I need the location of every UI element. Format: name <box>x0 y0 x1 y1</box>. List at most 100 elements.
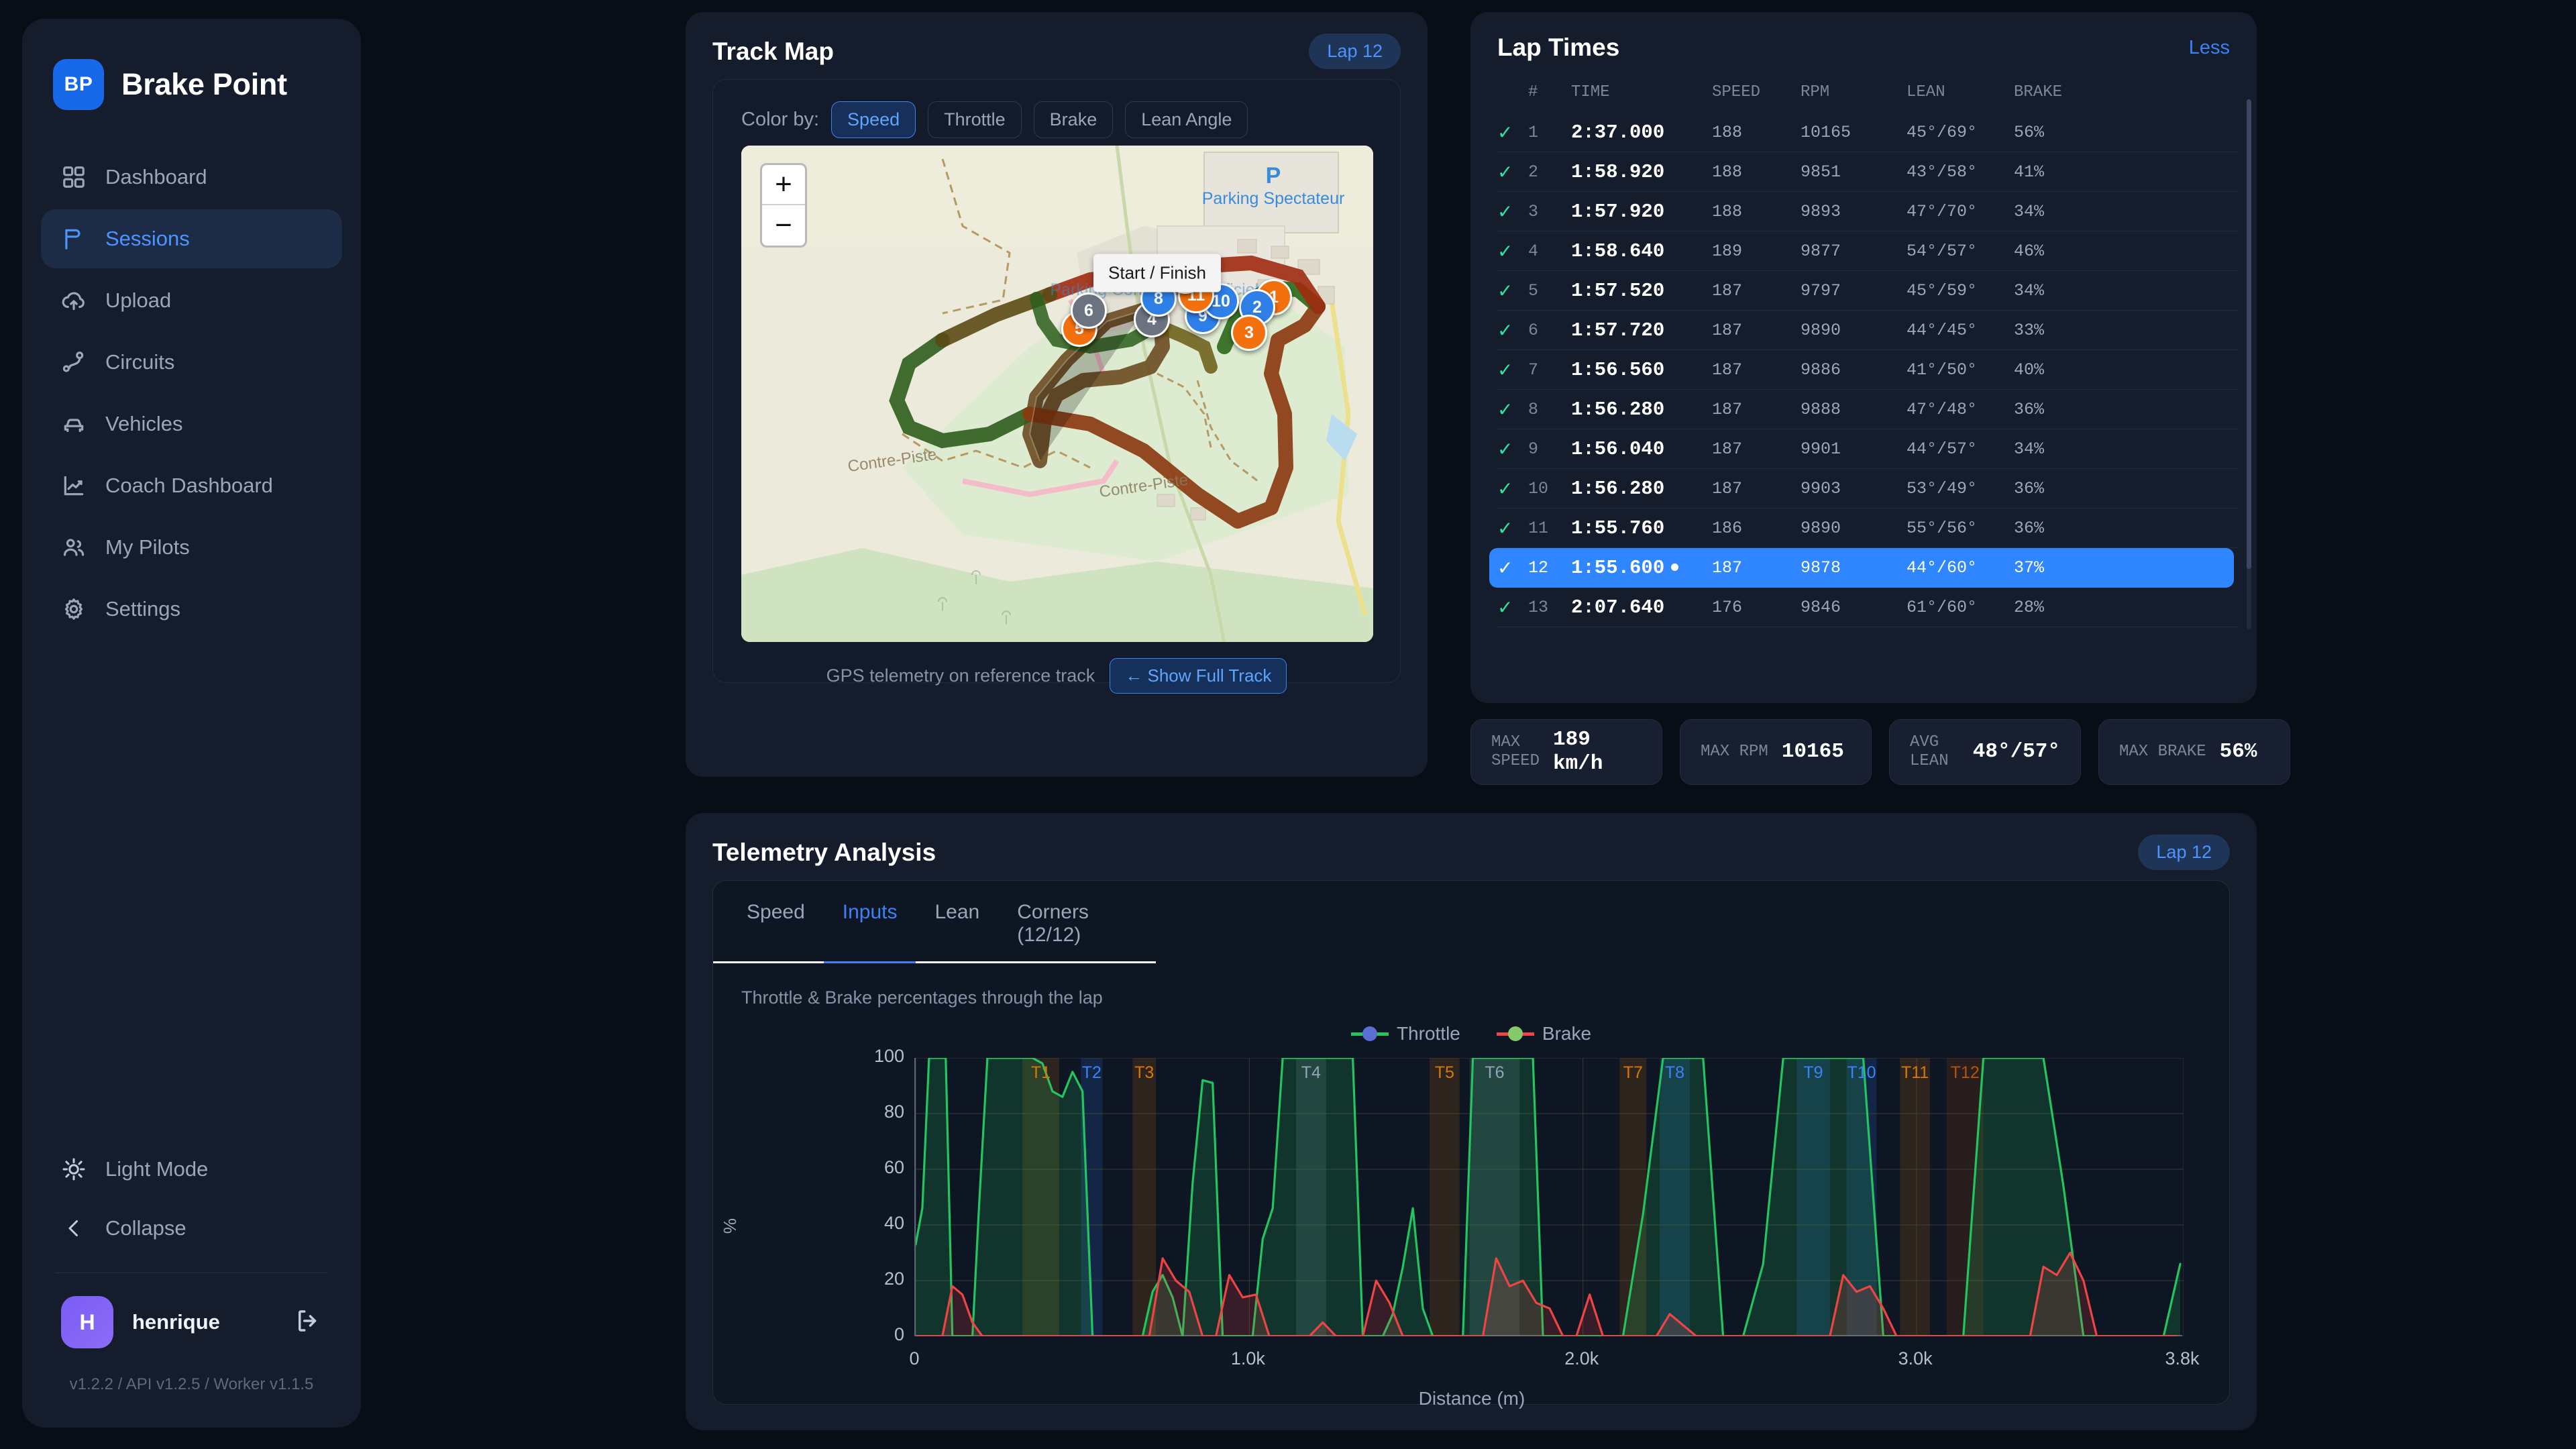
stat-card-max-speed: MAX SPEED 189 km/h <box>1470 719 1662 785</box>
lap-rpm: 9846 <box>1801 597 1841 617</box>
scrollbar-thumb[interactable] <box>2247 99 2251 569</box>
lap-number: 1 <box>1528 122 1539 142</box>
telemetry-lap-badge: Lap 12 <box>2138 835 2230 870</box>
lap-valid-check-icon: ✓ <box>1497 121 1513 143</box>
sidebar-item-vehicles[interactable]: Vehicles <box>41 394 342 453</box>
sidebar-item-sessions[interactable]: Sessions <box>41 209 342 268</box>
legend-item-brake[interactable]: Brake <box>1496 1023 1592 1044</box>
sidebar-nav: Dashboard Sessions Upload Circuits Vehicles C… <box>22 148 361 639</box>
lap-brake: 34% <box>2014 280 2045 301</box>
corner-marker-3[interactable]: 3 <box>1231 315 1267 351</box>
lap-number: 2 <box>1528 162 1539 182</box>
corner-marker-6[interactable]: 6 <box>1071 292 1107 329</box>
table-row[interactable]: ✓ 12 1:55.600 187 9878 44°/60° 37% <box>1489 548 2234 588</box>
x-axis-title: Distance (m) <box>1418 1388 1525 1409</box>
table-row[interactable]: ✓ 8 1:56.280 187 9888 47°/48° 36% <box>1497 390 2238 429</box>
lap-times-toggle[interactable]: Less <box>2188 36 2230 58</box>
lap-rpm: 9888 <box>1801 399 1841 419</box>
table-row[interactable]: ✓ 3 1:57.920 188 9893 47°/70° 34% <box>1497 192 2238 231</box>
corner-label-t12: T12 <box>1950 1063 1980 1082</box>
table-row[interactable]: ✓ 2 1:58.920 188 9851 43°/58° 41% <box>1497 152 2238 192</box>
lap-speed: 187 <box>1712 557 1743 578</box>
users-icon <box>61 535 87 560</box>
legend-item-throttle[interactable]: Throttle <box>1350 1023 1460 1044</box>
start-finish-tooltip: Start / Finish <box>1093 254 1221 292</box>
lap-time: 1:58.920 <box>1571 160 1665 183</box>
lap-speed: 176 <box>1712 597 1743 617</box>
tab-inputs[interactable]: Inputs <box>823 881 916 963</box>
lap-rpm: 9890 <box>1801 518 1841 538</box>
tab-corners-12-12[interactable]: Corners (12/12) <box>1017 901 1089 946</box>
y-tick-label: 20 <box>883 1269 904 1289</box>
zoom-in-button[interactable]: + <box>762 165 805 205</box>
table-row[interactable]: ✓ 7 1:56.560 187 9886 41°/50° 40% <box>1497 350 2238 390</box>
sidebar-item-label: Vehicles <box>105 412 183 435</box>
lap-lean: 45°/69° <box>1907 122 1978 142</box>
theme-toggle-button[interactable]: Light Mode <box>41 1140 342 1199</box>
legend-swatch <box>1350 1026 1389 1041</box>
color-by-toolbar: Color by: Speed Throttle Brake Lean Angle <box>713 80 1400 138</box>
zoom-out-button[interactable]: − <box>775 209 792 241</box>
lap-rpm: 10165 <box>1801 122 1851 142</box>
table-row[interactable]: ✓ 10 1:56.280 187 9903 53°/49° 36% <box>1497 469 2238 508</box>
corner-label-t10: T10 <box>1847 1063 1876 1082</box>
lap-time: 1:56.040 <box>1571 437 1665 460</box>
lap-valid-check-icon: ✓ <box>1497 280 1513 301</box>
sidebar-item-settings[interactable]: Settings <box>41 580 342 639</box>
lap-number: 12 <box>1528 557 1549 578</box>
lap-number: 5 <box>1528 280 1539 301</box>
map-footnote: GPS telemetry on reference track ← Show … <box>713 658 1400 694</box>
map-canvas[interactable]: + − P Parking Spectateur P Parking Concu… <box>741 146 1373 642</box>
sidebar-item-dashboard[interactable]: Dashboard <box>41 148 342 207</box>
sidebar-item-circuits[interactable]: Circuits <box>41 333 342 392</box>
table-row[interactable]: ✓ 6 1:57.720 187 9890 44°/45° 33% <box>1497 311 2238 350</box>
color-by-lean-angle-button[interactable]: Lean Angle <box>1125 101 1248 138</box>
legend-label: Brake <box>1542 1023 1592 1044</box>
lap-times-header: Lap Times Less <box>1470 12 2257 62</box>
lap-number: 10 <box>1528 478 1549 498</box>
poi-parking-spectateur: P Parking Spectateur <box>1202 163 1345 209</box>
collapse-button[interactable]: Collapse <box>41 1199 342 1258</box>
lap-time: 1:56.280 <box>1571 477 1665 500</box>
sidebar-item-upload[interactable]: Upload <box>41 271 342 330</box>
lap-brake: 34% <box>2014 201 2045 221</box>
chart-plot[interactable]: T1 T2 T3 T4 T5 T6 T7 T8 T9 T10 T11 T12 <box>914 1058 2184 1336</box>
table-row[interactable]: ✓ 13 2:07.640 176 9846 61°/60° 28% <box>1497 588 2238 627</box>
lap-brake: 37% <box>2014 557 2045 578</box>
lap-time: 1:57.920 <box>1571 200 1665 223</box>
lap-rpm: 9886 <box>1801 360 1841 380</box>
map-zoom-controls[interactable]: + − <box>760 163 807 248</box>
lap-times-scrollbar[interactable] <box>2247 99 2251 629</box>
chart-svg <box>916 1058 2184 1336</box>
color-by-speed-button[interactable]: Speed <box>831 101 916 138</box>
table-row[interactable]: ✓ 9 1:56.040 187 9901 44°/57° 34% <box>1497 429 2238 469</box>
table-row[interactable]: ✓ 11 1:55.760 186 9890 55°/56° 36% <box>1497 508 2238 548</box>
lap-lean: 47°/48° <box>1907 399 1978 419</box>
lap-lean: 47°/70° <box>1907 201 1978 221</box>
color-by-brake-button[interactable]: Brake <box>1033 101 1114 138</box>
color-by-throttle-button[interactable]: Throttle <box>928 101 1022 138</box>
lap-time: 1:58.640 <box>1571 239 1665 262</box>
show-full-track-button[interactable]: ← Show Full Track <box>1110 658 1287 694</box>
stat-card-max-rpm: MAX RPM 10165 <box>1680 719 1872 785</box>
sidebar-item-label: Circuits <box>105 350 175 374</box>
tab-speed[interactable]: Speed <box>747 901 805 923</box>
user-row[interactable]: H henrique <box>41 1273 342 1348</box>
lap-lean: 44°/57° <box>1907 439 1978 459</box>
lap-speed: 189 <box>1712 241 1743 261</box>
logout-icon[interactable] <box>294 1307 322 1338</box>
lap-brake: 40% <box>2014 360 2045 380</box>
lap-rpm: 9890 <box>1801 320 1841 340</box>
table-row[interactable]: ✓ 5 1:57.520 187 9797 45°/59° 34% <box>1497 271 2238 311</box>
tab-lean[interactable]: Lean <box>934 901 980 923</box>
lap-speed: 187 <box>1712 360 1743 380</box>
brand-logo: BP <box>53 59 104 110</box>
car-icon <box>61 411 87 437</box>
stat-card-max-brake: MAX BRAKE 56% <box>2098 719 2290 785</box>
table-row[interactable]: ✓ 4 1:58.640 189 9877 54°/57° 46% <box>1497 231 2238 271</box>
sidebar-item-my-pilots[interactable]: My Pilots <box>41 518 342 577</box>
sidebar-item-coach-dashboard[interactable]: Coach Dashboard <box>41 456 342 515</box>
stat-value: 10165 <box>1781 740 1844 764</box>
table-row[interactable]: ✓ 1 2:37.000 188 10165 45°/69° 56% <box>1497 113 2238 152</box>
lap-times-panel: Lap Times Less # TIME SPEED RPM LEAN BRAKE ✓ 1 2… <box>1470 12 2257 703</box>
